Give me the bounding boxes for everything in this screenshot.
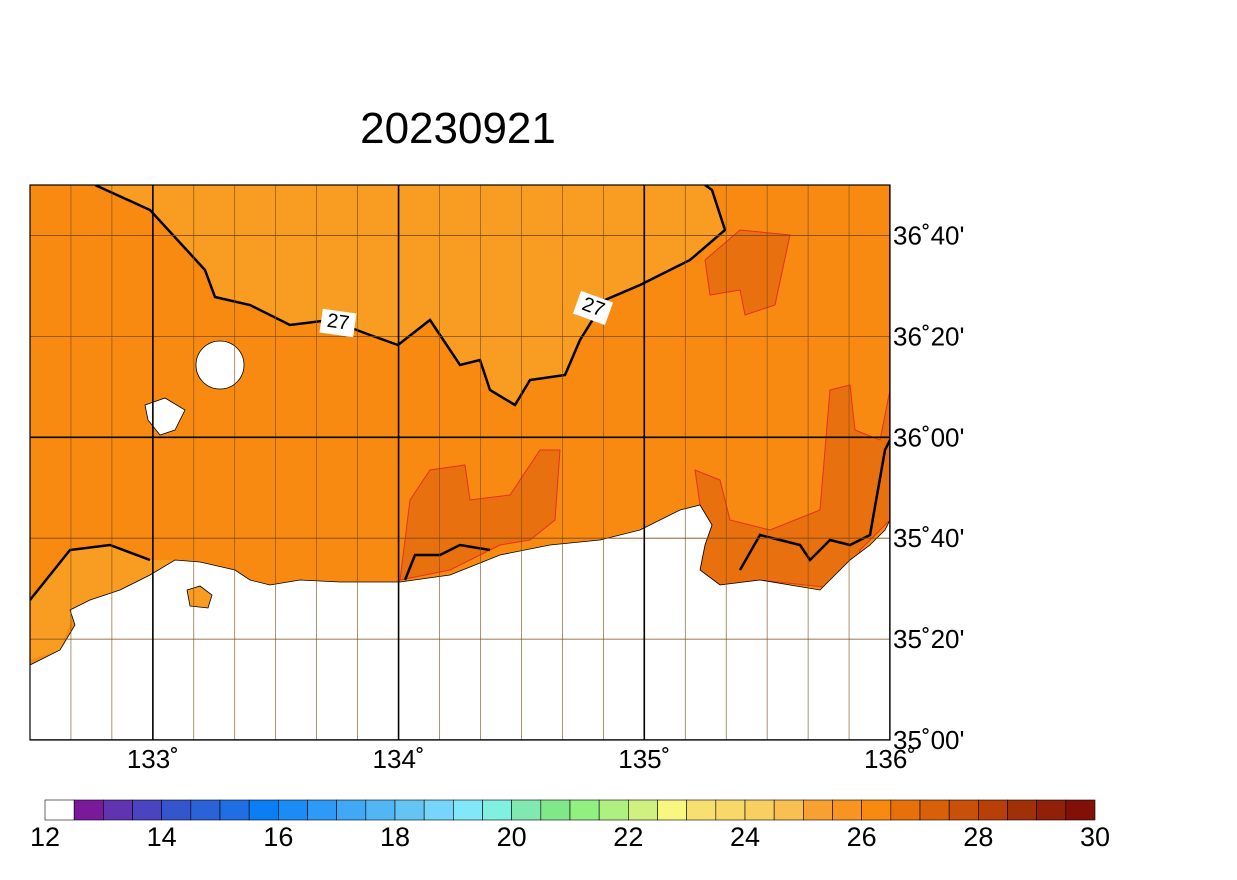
colorbar-tick-label: 28 — [963, 822, 993, 852]
colorbar-box — [1036, 799, 1067, 821]
colorbar-tick-label: 24 — [730, 822, 760, 852]
lat-tick-label: 35˚00' — [893, 725, 964, 755]
colorbar-box — [365, 799, 396, 821]
colorbar-box — [307, 799, 337, 821]
colorbar-box — [773, 799, 804, 821]
colorbar-tick-label: 18 — [380, 822, 410, 852]
colorbar-box — [190, 799, 221, 821]
colorbar-tick-label: 20 — [497, 822, 527, 852]
contour-line — [403, 543, 491, 581]
map-area: 27 27 — [30, 185, 890, 740]
colorbar-box — [598, 799, 629, 821]
colorbar: 12 14 16 18 20 22 24 26 28 30 — [30, 799, 1110, 852]
colorbar-tick-label: 14 — [147, 822, 177, 852]
land — [30, 504, 890, 740]
colorbar-box — [861, 799, 892, 821]
colorbar-box — [686, 799, 717, 821]
colorbar-box — [103, 799, 133, 821]
colorbar-box — [832, 799, 862, 821]
lat-tick-label: 36˚40' — [893, 220, 964, 250]
lat-tick-label: 36˚00' — [893, 422, 964, 452]
colorbar-box — [715, 799, 746, 821]
colorbar-box — [540, 799, 571, 821]
colorbar-box — [890, 799, 921, 821]
colorbar-box — [569, 799, 600, 821]
warm-region — [399, 449, 561, 581]
lon-tick-label: 133˚ — [127, 744, 179, 774]
colorbar-box — [744, 799, 775, 821]
island — [195, 340, 245, 390]
lon-tick-label: 136˚ — [864, 744, 916, 774]
contour-line — [94, 185, 727, 407]
island — [186, 585, 213, 609]
cool-region — [30, 545, 175, 660]
map-frame — [29, 184, 891, 741]
colorbar-tick-label: 12 — [30, 822, 60, 852]
contour-label: 27 — [319, 308, 357, 338]
colorbar-box — [132, 799, 162, 821]
grid — [30, 185, 890, 740]
contour-label-text: 27 — [326, 310, 351, 335]
colorbar-box — [628, 799, 658, 821]
colorbar-box — [44, 799, 75, 821]
colorbar-tick-label: 22 — [613, 822, 643, 852]
colorbar-box — [657, 799, 687, 821]
contour-line — [738, 439, 890, 571]
colorbar-box — [453, 799, 483, 821]
colorbar-box — [278, 799, 308, 821]
colorbar-tick-label: 26 — [847, 822, 877, 852]
lat-tick-label: 36˚20' — [893, 321, 964, 351]
lon-tick-label: 135˚ — [618, 744, 670, 774]
colorbar-box — [511, 799, 542, 821]
colorbar-box — [1007, 799, 1037, 821]
colorbar-box — [803, 799, 833, 821]
lat-tick-label: 35˚20' — [893, 624, 964, 654]
lat-tick-label: 35˚40' — [893, 523, 964, 553]
colorbar-box — [394, 799, 425, 821]
colorbar-box — [73, 799, 104, 821]
colorbar-box — [482, 799, 512, 821]
colorbar-box — [978, 799, 1008, 821]
colorbar-tick-label: 30 — [1080, 822, 1110, 852]
title: 20230921 — [360, 104, 556, 153]
island — [144, 397, 186, 436]
colorbar-box — [219, 799, 250, 821]
colorbar-box — [919, 799, 950, 821]
colorbar-box — [161, 799, 192, 821]
colorbar-box — [248, 799, 279, 821]
colorbar-box — [423, 799, 454, 821]
contour-line — [30, 543, 151, 601]
lon-tick-label: 134˚ — [373, 744, 425, 774]
colorbar-box — [336, 799, 367, 821]
colorbar-box — [948, 799, 979, 821]
colorbar-tick-label: 16 — [263, 822, 293, 852]
colorbar-box — [1065, 799, 1096, 821]
